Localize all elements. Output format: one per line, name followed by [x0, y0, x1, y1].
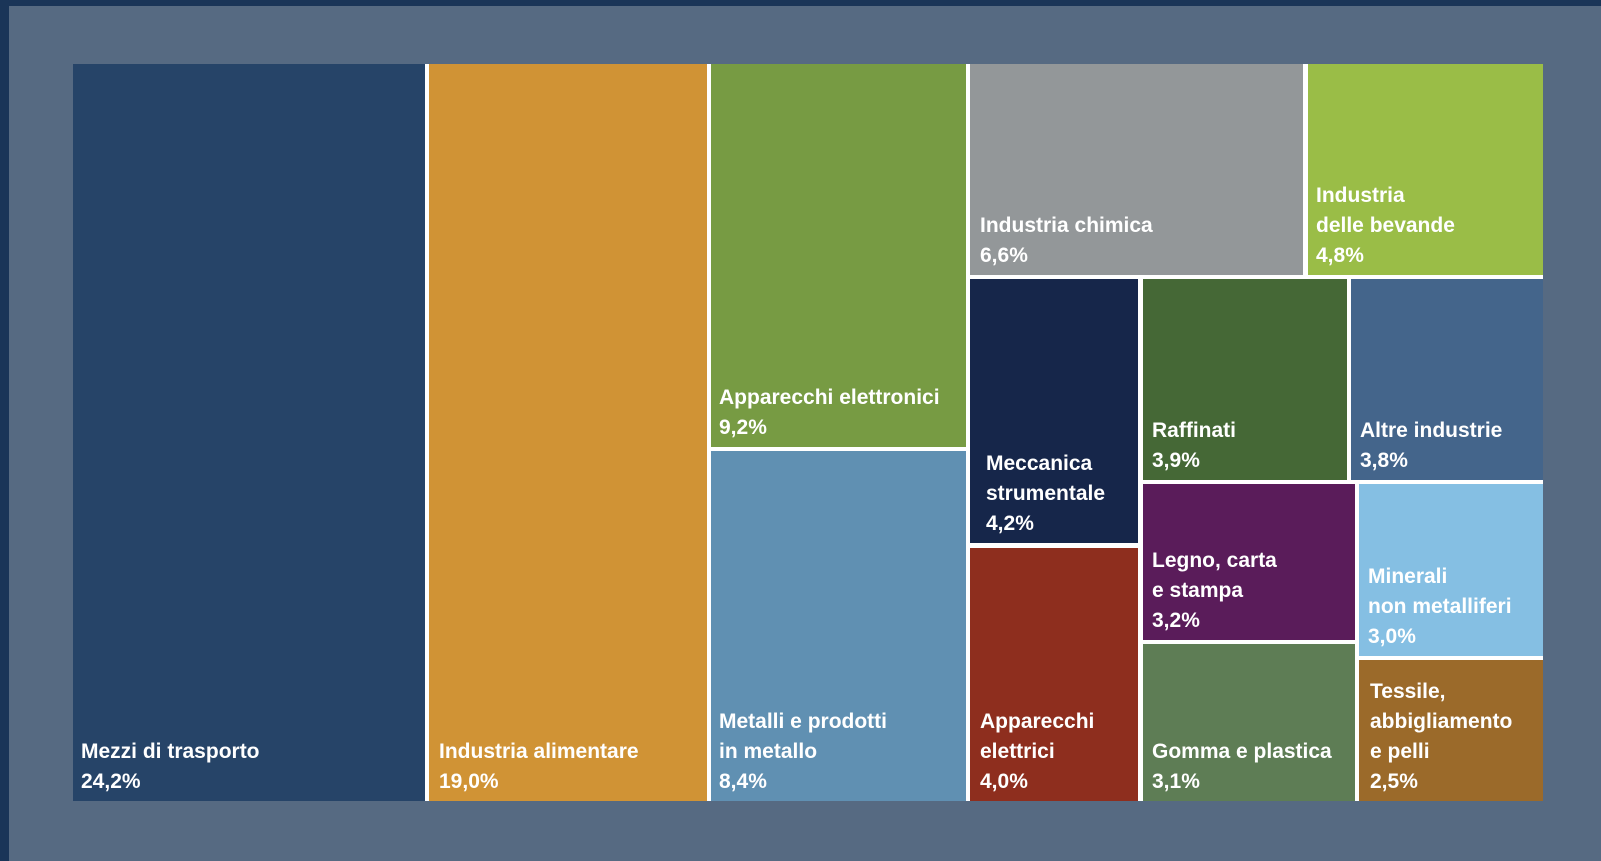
treemap-tile: Minerali non metalliferi 3,0% [1359, 484, 1543, 656]
tile-name: Raffinati [1152, 419, 1236, 442]
tile-value: 3,9% [1152, 449, 1200, 472]
treemap-tile: Mezzi di trasporto 24,2% [73, 64, 425, 801]
treemap-tile: Raffinati 3,9% [1143, 279, 1347, 480]
treemap-tile: Tessile, abbigliamento e pelli 2,5% [1359, 660, 1543, 801]
tile-label: Apparecchi elettrici 4,0% [980, 707, 1094, 797]
tile-label: Metalli e prodotti in metallo 8,4% [719, 707, 887, 797]
tile-name: strumentale [986, 482, 1106, 505]
tile-name: Metalli e prodotti [719, 710, 887, 733]
treemap-tile: Altre industrie 3,8% [1351, 279, 1543, 480]
tile-label: Industria delle bevande 4,8% [1316, 181, 1455, 271]
tile-label: Industria alimentare 19,0% [439, 737, 639, 797]
tile-name: elettrici [980, 740, 1055, 763]
chart-panel: Mezzi di trasporto 24,2% Industria aliment… [9, 6, 1601, 861]
tile-name: Minerali [1368, 565, 1448, 588]
treemap-tile: Apparecchi elettronici 9,2% [711, 64, 966, 447]
tile-name: Tessile, [1370, 680, 1446, 703]
tile-name: in metallo [719, 740, 818, 763]
treemap-tile: Meccanica strumentale 4,2% [970, 279, 1138, 543]
tile-name: Legno, carta [1152, 549, 1277, 572]
treemap-tile: Industria alimentare 19,0% [429, 64, 707, 801]
tile-value: 4,0% [980, 770, 1028, 793]
tile-value: 9,2% [719, 416, 767, 439]
tile-label: Tessile, abbigliamento e pelli 2,5% [1370, 677, 1512, 797]
tile-value: 3,8% [1360, 449, 1408, 472]
tile-label: Raffinati 3,9% [1152, 416, 1236, 476]
treemap-tile: Metalli e prodotti in metallo 8,4% [711, 451, 966, 801]
tile-label: Gomma e plastica 3,1% [1152, 737, 1332, 797]
tile-label: Legno, carta e stampa 3,2% [1152, 546, 1277, 636]
tile-value: 24,2% [81, 770, 141, 793]
tile-name: Apparecchi [980, 710, 1095, 733]
tile-name: Mezzi di trasporto [81, 740, 260, 763]
tile-value: 8,4% [719, 770, 767, 793]
tile-value: 6,6% [980, 244, 1028, 267]
tile-value: 3,0% [1368, 625, 1416, 648]
tile-name: e pelli [1370, 740, 1430, 763]
tile-name: abbigliamento [1370, 710, 1513, 733]
tile-label: Altre industrie 3,8% [1360, 416, 1502, 476]
treemap-tile: Legno, carta e stampa 3,2% [1143, 484, 1355, 640]
treemap-tile: Apparecchi elettrici 4,0% [970, 548, 1138, 801]
tile-value: 4,2% [986, 512, 1034, 535]
tile-name: Industria [1316, 184, 1405, 207]
tile-name: delle bevande [1316, 214, 1455, 237]
tile-label: Industria chimica 6,6% [980, 211, 1153, 271]
tile-value: 3,2% [1152, 609, 1200, 632]
tile-name: Altre industrie [1360, 419, 1503, 442]
tile-name: e stampa [1152, 579, 1244, 602]
treemap-tile: Industria delle bevande 4,8% [1308, 64, 1543, 275]
tile-label: Meccanica strumentale 4,2% [986, 449, 1105, 539]
tile-name: Industria chimica [980, 214, 1153, 237]
tile-name: Meccanica [986, 452, 1093, 475]
tile-name: non metalliferi [1368, 595, 1512, 618]
tile-name: Gomma e plastica [1152, 740, 1332, 763]
tile-name: Industria alimentare [439, 740, 639, 763]
tile-value: 2,5% [1370, 770, 1418, 793]
tile-value: 3,1% [1152, 770, 1200, 793]
tile-label: Apparecchi elettronici 9,2% [719, 383, 940, 443]
tile-label: Mezzi di trasporto 24,2% [81, 737, 260, 797]
tile-name: Apparecchi elettronici [719, 386, 940, 409]
tile-label: Minerali non metalliferi 3,0% [1368, 562, 1512, 652]
treemap-tile: Gomma e plastica 3,1% [1143, 644, 1355, 801]
tile-value: 4,8% [1316, 244, 1364, 267]
tile-value: 19,0% [439, 770, 499, 793]
treemap-tile: Industria chimica 6,6% [970, 64, 1303, 275]
treemap-chart: Mezzi di trasporto 24,2% Industria aliment… [73, 64, 1543, 801]
